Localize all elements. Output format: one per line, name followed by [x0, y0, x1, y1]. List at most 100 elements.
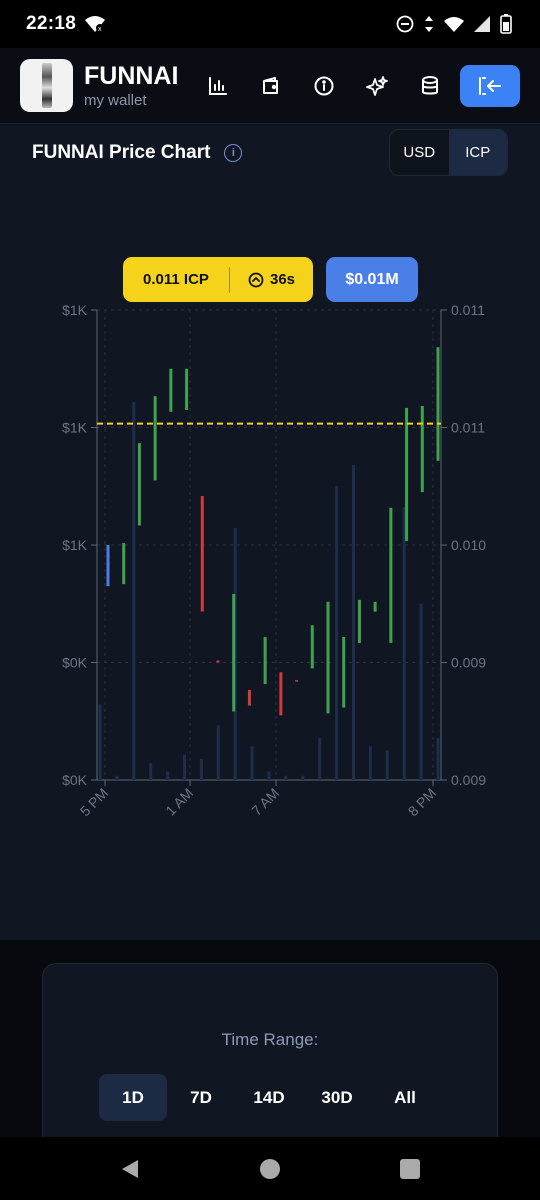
home-icon[interactable] — [259, 1158, 281, 1180]
candle — [106, 545, 110, 587]
data-arrows-icon — [425, 16, 433, 32]
market-cap-pill: $0.01M — [326, 257, 418, 302]
header-nav — [191, 64, 520, 108]
range-14d-button[interactable]: 14D — [253, 1087, 285, 1107]
status-time: 22:18 — [26, 13, 77, 34]
range-1d-button[interactable]: 1D — [99, 1074, 167, 1121]
battery-icon — [500, 14, 512, 34]
price-chart[interactable]: $1K 0.011 $1K 0.011 $1K 0.010 $0K 0.009 $0K 0.009… — [0, 125, 540, 940]
chart-title: FUNNAI Price Chart i — [32, 142, 243, 164]
candle — [389, 507, 393, 643]
volume-bar — [402, 507, 406, 780]
app-logo[interactable] — [20, 59, 73, 112]
candle — [122, 543, 126, 585]
currency-toggle: USD ICP — [389, 129, 508, 176]
candle — [357, 599, 361, 643]
currency-option-icp[interactable]: ICP — [448, 130, 507, 175]
range-7d-button[interactable]: 7D — [190, 1087, 212, 1107]
volume-bar — [301, 775, 305, 780]
right-axis-tick-label: 0.011 — [451, 420, 485, 436]
app-subtitle: my wallet — [84, 92, 147, 109]
candle — [216, 660, 220, 663]
info-icon[interactable] — [297, 64, 350, 108]
right-axis-tick-label: 0.009 — [451, 772, 486, 788]
candle — [405, 407, 409, 542]
right-axis-tick-label: 0.009 — [451, 655, 486, 671]
volume-bar — [352, 465, 355, 780]
candle — [232, 593, 236, 712]
volume-bar — [115, 775, 119, 780]
database-icon[interactable] — [403, 64, 456, 108]
range-30d-button[interactable]: 30D — [321, 1087, 353, 1107]
wifi-off-icon: x — [85, 16, 106, 33]
market-cap: $0.01M — [345, 270, 399, 288]
volume-bar — [419, 603, 423, 780]
candle — [263, 637, 267, 685]
candle — [185, 368, 189, 410]
wallet-icon[interactable] — [244, 64, 297, 108]
status-bar: 22:18 x — [0, 0, 540, 48]
range-all-button[interactable]: All — [394, 1087, 416, 1107]
candle — [279, 672, 283, 716]
left-axis-tick-label: $1K — [62, 537, 88, 553]
volume-bar — [183, 754, 186, 780]
candle — [153, 396, 157, 481]
x-axis-tick-label: 7 AM — [248, 785, 282, 819]
time-range-card: Time Range: 1D 7D 14D 30D All — [42, 963, 498, 1163]
volume-bar — [385, 750, 389, 780]
refresh-countdown: 36s — [269, 271, 296, 288]
candle — [420, 405, 424, 493]
chart-info-icon[interactable]: i — [224, 144, 243, 162]
wifi-icon — [444, 17, 464, 32]
volume-bar — [368, 746, 372, 780]
sparkles-icon[interactable] — [350, 64, 403, 108]
candle — [326, 601, 330, 714]
time-range-label: Time Range: — [221, 1030, 319, 1049]
right-axis-tick-label: 0.011 — [451, 302, 485, 318]
candle — [295, 680, 299, 682]
currency-option-usd[interactable]: USD — [403, 144, 436, 161]
signal-icon — [474, 16, 490, 32]
candle — [373, 601, 377, 612]
left-axis-tick-label: $1K — [62, 302, 88, 318]
chart-panel: FUNNAI Price Chart i USD ICP $1K 0.011 $1K… — [0, 125, 540, 940]
left-axis-tick-label: $0K — [62, 655, 88, 671]
candle — [436, 347, 440, 461]
logout-arrow-icon — [479, 76, 501, 95]
candle — [247, 689, 251, 706]
candle — [137, 443, 141, 526]
logout-button[interactable] — [460, 64, 520, 107]
volume-bar — [436, 738, 440, 780]
svg-text:x: x — [98, 26, 102, 33]
chart-title-text: FUNNAI Price Chart — [32, 142, 211, 163]
recents-icon[interactable] — [399, 1158, 421, 1180]
app-header: FUNNAI my wallet — [0, 48, 540, 124]
candle — [169, 368, 173, 412]
app-title: FUNNAI — [84, 62, 179, 90]
current-price-pill: 0.011 ICP 36s — [123, 257, 313, 302]
volume-bar — [318, 738, 322, 780]
volume-bar — [98, 704, 102, 780]
system-nav-bar — [0, 1137, 540, 1200]
left-axis-tick-label: $0K — [62, 772, 88, 788]
volume-bar — [284, 775, 288, 780]
back-icon[interactable] — [119, 1158, 141, 1180]
volume-bar — [166, 771, 170, 780]
x-axis-tick-label: 1 AM — [162, 785, 196, 819]
volume-bar — [216, 725, 220, 780]
volume-bar — [149, 763, 153, 780]
bar-chart-icon[interactable] — [191, 64, 244, 108]
current-price: 0.011 ICP — [143, 271, 209, 288]
volume-bar — [250, 746, 254, 780]
volume-bar — [199, 759, 203, 780]
time-range-section: Time Range: 1D 7D 14D 30D All — [0, 940, 540, 1163]
x-axis-tick-label: 5 PM — [77, 785, 111, 819]
volume-bar — [267, 771, 271, 780]
candle — [200, 496, 204, 612]
candle — [342, 637, 346, 708]
right-axis-tick-label: 0.010 — [451, 537, 486, 553]
volume-bar — [335, 486, 339, 780]
dnd-icon — [396, 15, 414, 33]
x-axis-tick-label: 8 PM — [405, 785, 439, 819]
candle — [310, 625, 314, 669]
